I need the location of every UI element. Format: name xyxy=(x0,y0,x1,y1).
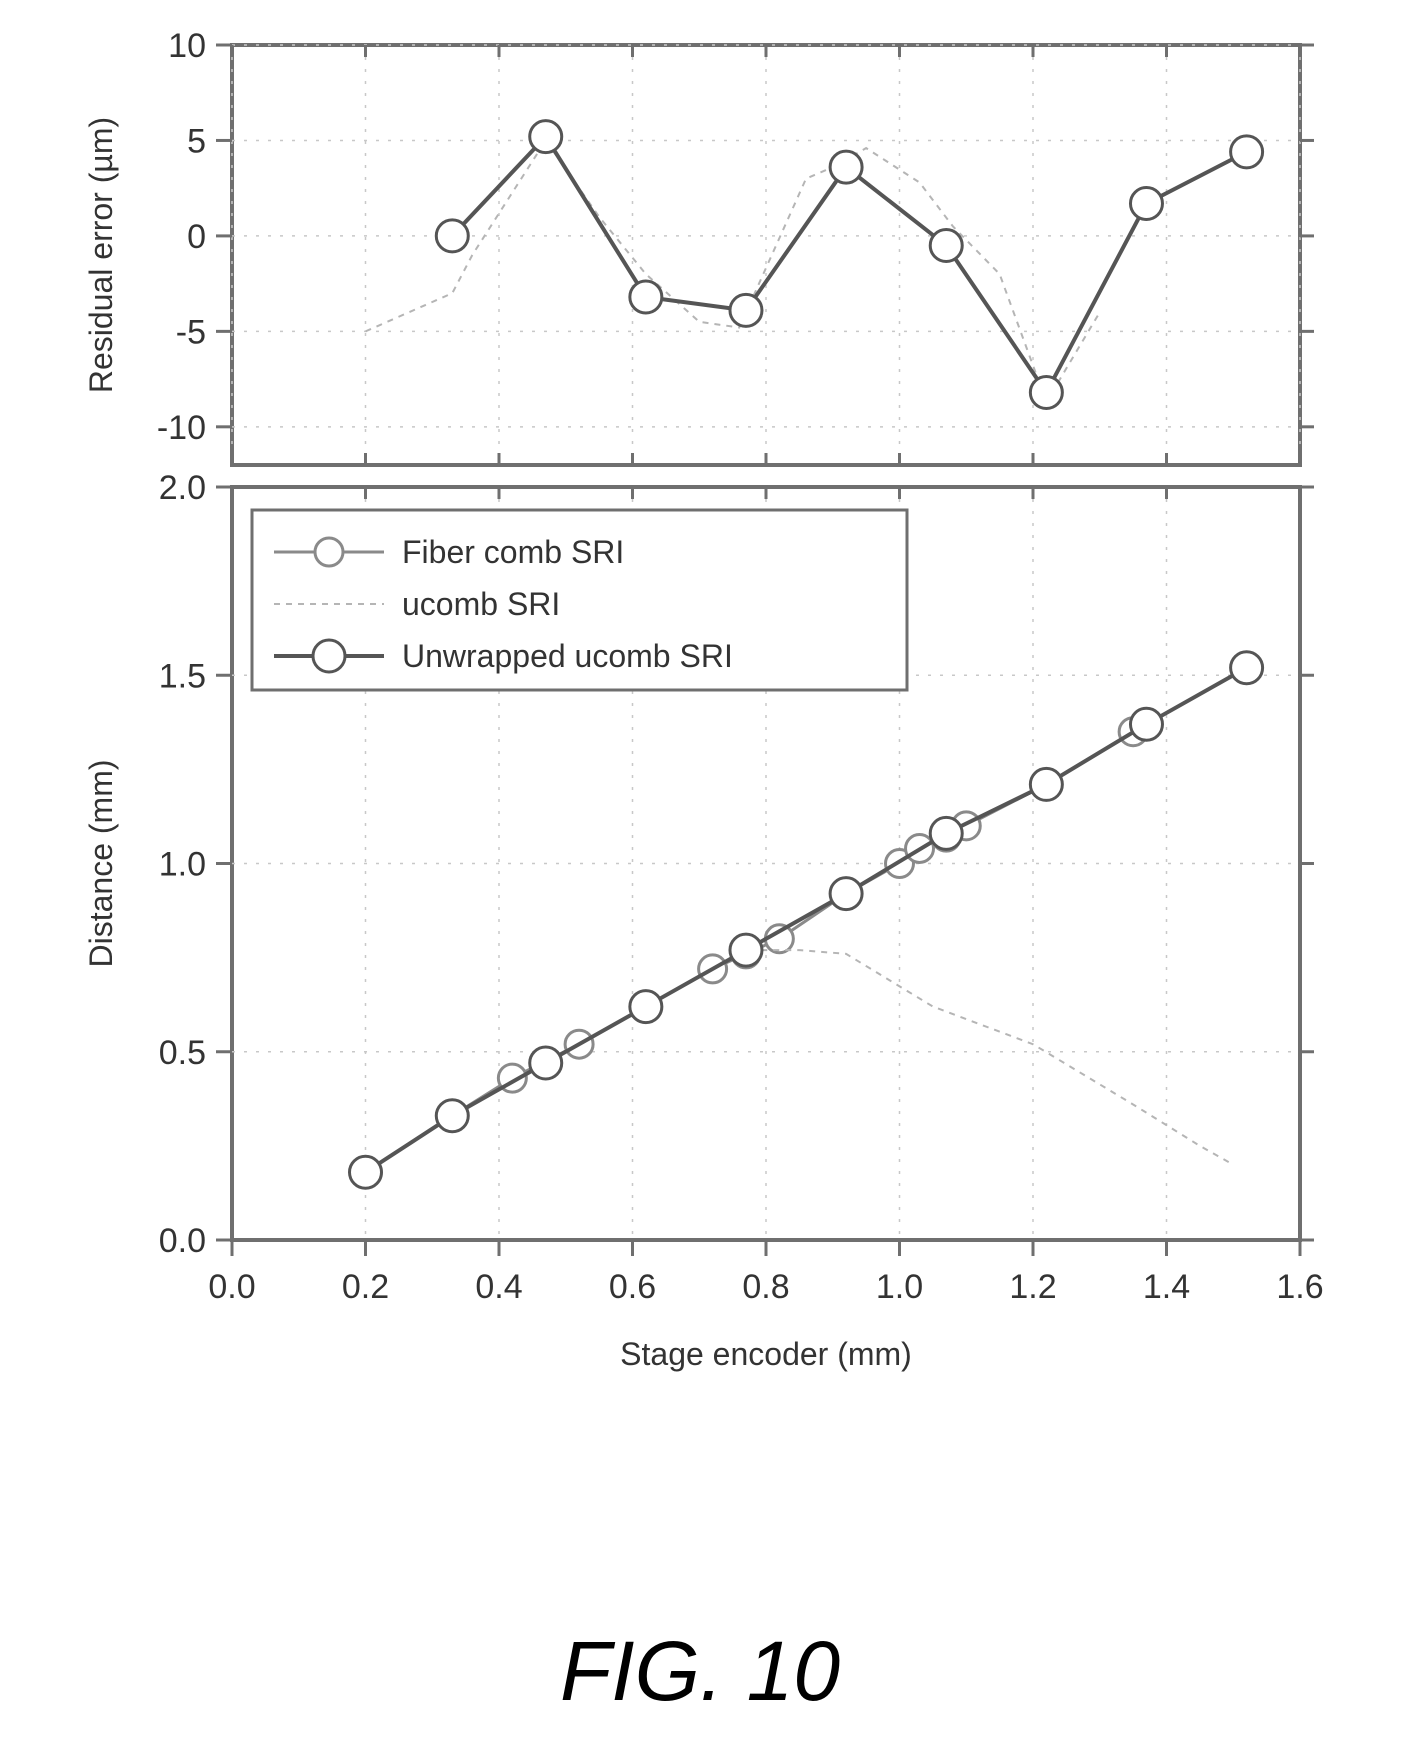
residual-y-tick-label: -5 xyxy=(176,313,206,351)
legend-label-2: ucomb SRI xyxy=(402,586,560,622)
distance-series xyxy=(348,650,1265,1190)
residual-y-ticks: 10 5 0 -5 -10 xyxy=(157,27,1314,465)
distance-y-tick-label: 0.5 xyxy=(159,1034,206,1072)
distance-y-tick-label: 2.0 xyxy=(159,469,206,507)
residual-series-3-point xyxy=(528,119,564,155)
distance-y-tick-label: 0.0 xyxy=(159,1222,206,1260)
distance-series-3-point xyxy=(728,932,764,968)
distance-series-3-point xyxy=(1028,766,1064,802)
residual-series-3-point xyxy=(928,227,964,263)
distance-x-tick-label: 0.6 xyxy=(609,1268,656,1306)
distance-y-tick-label: 1.0 xyxy=(159,846,206,884)
distance-x-tick-label: 1.0 xyxy=(876,1268,923,1306)
distance-x-tick-label: 0.0 xyxy=(208,1268,255,1306)
distance-series-3-point xyxy=(628,989,664,1025)
distance-series-3-point xyxy=(434,1098,470,1134)
residual-series-3-point xyxy=(1229,134,1265,170)
distance-y-axis-label: Distance (mm) xyxy=(83,759,119,967)
distance-series-line-3 xyxy=(364,665,1248,1174)
legend-label-3: Unwrapped ucomb SRI xyxy=(402,638,733,674)
residual-series-3-point xyxy=(828,149,864,185)
residual-series-3-point xyxy=(434,218,470,254)
residual-series-3-point xyxy=(1128,185,1164,221)
distance-x-tick-label: 0.4 xyxy=(475,1268,522,1306)
residual-y-axis-label: Residual error (µm) xyxy=(83,117,119,393)
legend-label-1: Fiber comb SRI xyxy=(402,534,624,570)
residual-series-3-point xyxy=(1028,374,1064,410)
distance-x-tick-label: 1.2 xyxy=(1009,1268,1056,1306)
distance-x-tick-label: 1.4 xyxy=(1143,1268,1190,1306)
distance-gridlines xyxy=(232,487,1300,1240)
distance-x-tick-label: 0.2 xyxy=(342,1268,389,1306)
residual-series-3-point xyxy=(728,292,764,328)
legend-items: Fiber comb SRI ucomb SRI Unwrapped ucomb S… xyxy=(274,534,733,674)
distance-series-3-point xyxy=(1128,706,1164,742)
residual-series-3-point xyxy=(628,279,664,315)
legend: Fiber comb SRI ucomb SRI Unwrapped ucomb S… xyxy=(250,508,909,692)
distance-y-ticks: 0.0 0.5 1.0 1.5 2.0 xyxy=(159,469,1314,1260)
distance-x-ticks: 0.0 0.2 0.4 0.6 0.8 1.0 1.2 1.4 1.6 xyxy=(208,487,1324,1306)
legend-box xyxy=(250,508,909,692)
stage-encoder-x-axis-label: Stage encoder (mm) xyxy=(620,1336,912,1372)
distance-series-3-point xyxy=(928,815,964,851)
distance-y-tick-label: 1.5 xyxy=(159,657,206,695)
distance-series-line-2 xyxy=(364,949,1234,1174)
distance-series-3-point xyxy=(1229,650,1265,686)
distance-x-tick-label: 0.8 xyxy=(742,1268,789,1306)
legend-swatch-marker-1 xyxy=(313,536,345,568)
residual-y-tick-label: -10 xyxy=(157,409,206,447)
residual-gridlines xyxy=(231,44,1301,465)
figure-caption: FIG. 10 xyxy=(560,1624,840,1718)
residual-y-tick-label: 0 xyxy=(187,218,206,256)
residual-series-line-2 xyxy=(365,138,1101,405)
legend-swatch-marker-3 xyxy=(311,638,347,674)
distance-series-3-point xyxy=(528,1045,564,1081)
residual-y-tick-label: 10 xyxy=(168,27,206,65)
residual-series xyxy=(365,119,1265,410)
residual-error-panel: 10 5 0 -5 -10 Residual error (µm) xyxy=(83,27,1314,467)
residual-y-tick-label: 5 xyxy=(187,122,206,160)
distance-panel: 0.0 0.5 1.0 1.5 2.0 0.0 0.2 0.4 0.6 0.8 1.0 1.2 1.4… xyxy=(83,469,1324,1372)
distance-x-tick-label: 1.6 xyxy=(1276,1268,1323,1306)
distance-series-3-point xyxy=(828,876,864,912)
distance-series-3-point xyxy=(348,1154,383,1190)
